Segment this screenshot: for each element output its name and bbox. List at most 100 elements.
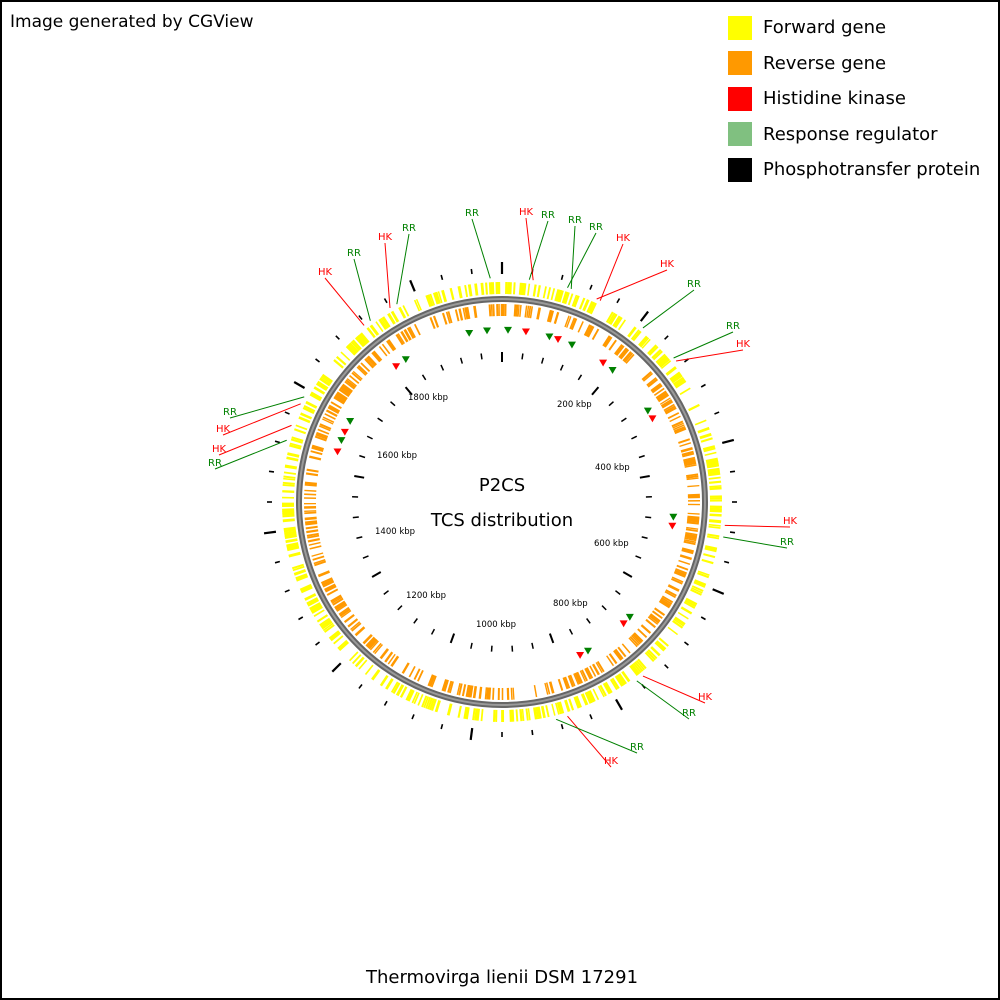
reverse-gene-mark bbox=[574, 672, 582, 685]
reverse-gene-mark bbox=[447, 680, 453, 693]
reverse-gene-mark bbox=[647, 378, 659, 388]
outer-tick bbox=[589, 714, 593, 720]
legend-swatch-reverse bbox=[728, 51, 752, 76]
forward-gene-mark bbox=[673, 378, 686, 388]
reverse-gene-mark bbox=[685, 528, 698, 532]
reverse-gene-mark bbox=[369, 640, 379, 651]
forward-gene-mark bbox=[592, 688, 600, 701]
reverse-gene-mark bbox=[356, 366, 367, 376]
reverse-gene-mark bbox=[573, 673, 580, 685]
reverse-gene-mark bbox=[458, 683, 463, 696]
reverse-gene-mark bbox=[321, 578, 334, 586]
reverse-gene-mark bbox=[653, 387, 665, 396]
forward-gene-mark bbox=[283, 471, 297, 475]
reverse-gene-mark bbox=[387, 339, 397, 351]
reverse-gene-mark bbox=[365, 636, 376, 647]
reverse-gene-mark bbox=[413, 323, 421, 336]
reverse-gene-mark bbox=[343, 613, 355, 624]
reverse-gene-mark bbox=[317, 570, 330, 578]
forward-gene-mark bbox=[567, 293, 574, 306]
reverse-gene-mark bbox=[378, 346, 388, 357]
reverse-gene-mark bbox=[441, 312, 448, 325]
reverse-gene-mark bbox=[314, 435, 327, 442]
forward-gene-mark bbox=[354, 336, 366, 348]
forward-gene-mark bbox=[621, 670, 631, 683]
reverse-gene-mark bbox=[659, 598, 672, 607]
center-title: P2CS bbox=[478, 475, 526, 496]
legend-label: Forward gene bbox=[763, 17, 887, 39]
reverse-gene-mark bbox=[686, 475, 699, 479]
forward-gene-mark bbox=[310, 603, 322, 612]
reverse-gene-mark bbox=[586, 325, 595, 338]
reverse-gene-mark bbox=[624, 352, 634, 363]
forward-gene-mark bbox=[306, 597, 318, 605]
reverse-gene-mark bbox=[408, 665, 416, 678]
forward-gene-mark bbox=[515, 709, 519, 722]
inner-tick-ring bbox=[352, 352, 652, 652]
forward-gene-mark bbox=[441, 289, 448, 303]
forward-gene-mark bbox=[632, 662, 642, 674]
histidine-kinase-marker bbox=[648, 415, 657, 423]
reverse-gene-mark bbox=[640, 624, 652, 634]
reverse-gene-mark bbox=[432, 315, 440, 328]
reverse-gene-mark bbox=[465, 306, 471, 320]
forward-gene-mark bbox=[348, 651, 359, 662]
reverse-gene-mark bbox=[305, 522, 318, 526]
reverse-gene-mark bbox=[461, 684, 467, 697]
reverse-gene-mark bbox=[320, 577, 333, 584]
reverse-gene-mark bbox=[651, 384, 663, 394]
reverse-gene-mark bbox=[324, 585, 337, 593]
forward-gene-mark bbox=[463, 706, 469, 720]
reverse-gene-mark bbox=[622, 351, 632, 362]
reverse-gene-mark bbox=[306, 532, 319, 537]
forward-gene-mark bbox=[673, 618, 685, 627]
major-scale-tick bbox=[354, 474, 365, 479]
outer-tick bbox=[721, 438, 735, 445]
forward-gene-mark bbox=[291, 563, 304, 570]
forward-gene-mark bbox=[690, 588, 702, 596]
reverse-gene-mark bbox=[686, 521, 699, 525]
forward-gene-mark bbox=[563, 291, 570, 305]
forward-gene-mark bbox=[691, 587, 703, 594]
tick-label-1800: 1800 kbp bbox=[408, 393, 448, 403]
forward-gene-mark bbox=[587, 301, 596, 314]
forward-gene-mark bbox=[604, 681, 613, 694]
legend-label: Histidine kinase bbox=[763, 88, 906, 110]
forward-gene-mark bbox=[697, 570, 710, 577]
forward-gene-mark bbox=[655, 353, 666, 364]
reverse-gene-mark bbox=[585, 667, 594, 679]
outer-tick bbox=[315, 358, 321, 363]
reverse-gene-mark bbox=[322, 416, 335, 424]
forward-gene-mark bbox=[586, 690, 594, 703]
reverse-gene-mark bbox=[687, 484, 700, 488]
minor-scale-tick bbox=[641, 536, 648, 540]
minor-scale-tick bbox=[568, 628, 574, 635]
tcs-callout-label: RR bbox=[682, 708, 696, 719]
forward-gene-mark bbox=[320, 619, 332, 628]
legend-item-response-regulator: Response regulator bbox=[728, 117, 980, 153]
minor-scale-tick bbox=[421, 374, 427, 381]
response-regulator-marker bbox=[545, 333, 554, 341]
forward-gene-mark bbox=[511, 709, 515, 722]
reverse-gene-mark bbox=[401, 662, 410, 674]
forward-gene-mark bbox=[697, 572, 710, 579]
response-regulator-callout bbox=[214, 439, 287, 470]
reverse-gene-mark bbox=[682, 453, 695, 458]
reverse-gene-mark bbox=[374, 644, 383, 655]
outer-tick bbox=[298, 616, 304, 621]
forward-gene-mark bbox=[316, 380, 329, 390]
forward-gene-mark bbox=[305, 400, 318, 409]
reverse-gene-mark bbox=[400, 330, 409, 343]
outer-tick bbox=[409, 279, 416, 292]
reverse-gene-mark bbox=[569, 674, 576, 687]
response-regulator-marker bbox=[567, 341, 576, 349]
reverse-gene-mark bbox=[324, 583, 336, 591]
forward-gene-mark bbox=[333, 359, 344, 369]
reverse-gene-mark bbox=[553, 311, 560, 324]
reverse-gene-mark bbox=[680, 446, 693, 453]
reverse-gene-mark bbox=[324, 413, 336, 420]
minor-scale-tick bbox=[366, 435, 373, 440]
legend-swatch-rr bbox=[728, 122, 752, 147]
